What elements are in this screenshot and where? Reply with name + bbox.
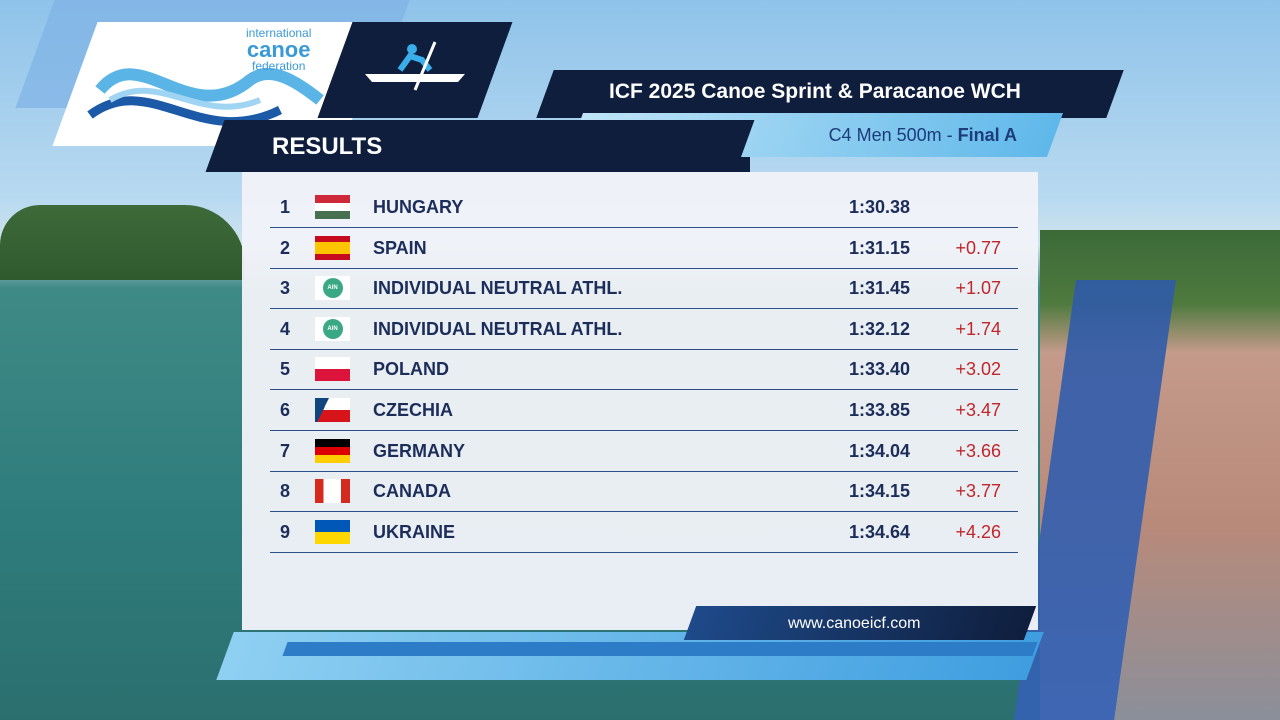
trees [0,205,245,280]
event-line: C4 Men 500m - Final A [600,125,1017,146]
time: 1:34.04 [848,440,910,461]
flag: AIN [315,276,350,301]
country: INDIVIDUAL NEUTRAL ATHL. [373,278,623,299]
footer-url: www.canoeicf.com [788,615,921,632]
country: CZECHIA [373,400,453,420]
flag: AIN [315,316,350,341]
result-row: 3 AIN INDIVIDUAL NEUTRAL ATHL. 1:31.45 +1.07 [270,268,1018,310]
country: GERMANY [373,440,466,461]
rank: 9 [279,521,290,542]
rank: 4 [279,318,290,339]
rank: 8 [279,481,290,502]
gap: +1.07 [955,278,1001,299]
logo-text: international canoe federation [246,27,311,73]
results-panel [242,172,1038,630]
gap: +3.77 [955,481,1001,502]
rank: 7 [279,440,290,461]
event: C4 Men 500m [828,125,942,145]
country: SPAIN [373,237,427,258]
rank: 3 [279,278,290,299]
result-row: 5 POLAND 1:33.40 +3.02 [270,349,1018,391]
logo-waves [87,67,324,126]
country: CANADA [373,481,451,502]
result-row: 2 SPAIN 1:31.15 +0.77 [270,228,1018,269]
flag-label: AIN [322,278,343,299]
phase: Final A [957,125,1017,145]
time: 1:33.40 [848,359,910,380]
country: UKRAINE [373,521,456,542]
footer-strip-dark [282,642,1038,656]
gap: +3.47 [955,400,1001,420]
logo-line: federation [252,59,306,73]
flag [315,195,350,219]
result-row: 7 GERMANY 1:34.04 +3.66 [270,431,1018,472]
flag [315,398,350,422]
rank: 2 [279,237,290,258]
section-title: RESULTS [272,133,383,160]
gap: +3.66 [955,440,1001,461]
country: INDIVIDUAL NEUTRAL ATHL. [373,318,623,339]
section-bar-front [565,157,750,172]
rank: 6 [279,400,290,420]
result-row: 6 CZECHIA 1:33.85 +3.47 [270,390,1018,431]
separator: - [946,125,953,145]
gap: +1.74 [955,318,1001,339]
title: ICF 2025 Canoe Sprint & Paracanoe WCH [609,80,1021,103]
flag [315,519,350,544]
logo-line: canoe [246,37,311,62]
time: 1:33.85 [848,400,910,420]
time: 1:34.15 [848,481,910,502]
gap: +3.02 [955,359,1001,380]
result-row: 8 CANADA 1:34.15 +3.77 [270,471,1018,513]
result-row: 4 AIN INDIVIDUAL NEUTRAL ATHL. 1:32.12 +1.74 [270,309,1018,350]
flag [315,479,350,504]
time: 1:30.38 [848,197,910,217]
result-row: 9 UKRAINE 1:34.64 +4.26 [270,512,1018,553]
time: 1:31.15 [848,237,910,258]
rank: 5 [279,359,290,380]
result-row: 1 HUNGARY 1:30.38 [270,187,1018,228]
time: 1:32.12 [848,318,910,339]
country: POLAND [373,359,449,380]
gap: +4.26 [955,521,1001,542]
flag [315,357,350,382]
time: 1:34.64 [848,521,910,542]
rank: 1 [279,197,290,217]
time: 1:31.45 [848,278,910,299]
country: HUNGARY [373,197,464,217]
flag [315,235,350,260]
flag-label: AIN [322,318,343,339]
flag [315,438,350,463]
boat-icon [365,41,465,91]
logo-line: international [246,26,312,40]
gap: +0.77 [955,237,1001,258]
